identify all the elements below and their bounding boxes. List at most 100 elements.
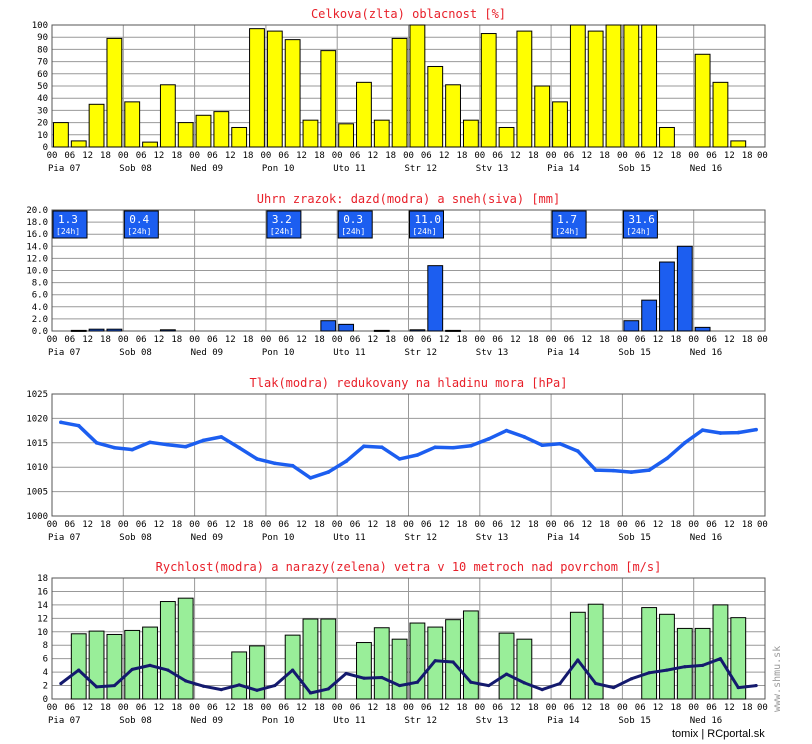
clouds-hour-label: 06 xyxy=(64,151,75,161)
wind-day-label: Sob 08 xyxy=(119,716,152,726)
pressure-day-label: Str 12 xyxy=(405,533,438,543)
pressure-point xyxy=(718,431,723,435)
clouds-day-label: Pon 10 xyxy=(262,164,295,174)
wind-hour-label: 06 xyxy=(564,703,575,713)
pressure-hour-label: 18 xyxy=(742,520,753,530)
pressure-point xyxy=(326,470,331,474)
precip-bar xyxy=(659,261,675,332)
precip-bar xyxy=(106,328,123,332)
pressure-hour-label: 00 xyxy=(403,520,414,530)
pressure-point xyxy=(237,445,241,450)
gust-bar xyxy=(445,619,461,700)
wind-hour-label: 12 xyxy=(724,703,735,713)
wind-speed-point xyxy=(397,683,402,688)
wind-hour-label: 00 xyxy=(260,703,271,713)
precip-bar xyxy=(88,328,105,332)
wind-hour-label: 18 xyxy=(670,703,681,713)
precip-hour-label: 06 xyxy=(564,335,575,345)
daily-total-value: 3.2 xyxy=(272,213,292,226)
wind-speed-point xyxy=(344,671,348,676)
pressure-point xyxy=(166,442,170,447)
wind-speed-point xyxy=(487,683,491,688)
wind-speed-point xyxy=(273,683,277,688)
clouds-y-tick: 10 xyxy=(37,131,48,141)
daily-total-value: 0.3 xyxy=(343,213,363,226)
cloud-bar xyxy=(142,141,158,148)
wind-hour-label: 00 xyxy=(47,703,58,713)
pressure-point xyxy=(665,456,669,461)
wind-speed-point xyxy=(433,659,437,663)
precip-hour-label: 12 xyxy=(367,335,378,345)
wind-speed-point xyxy=(451,660,455,664)
clouds-y-tick: 0 xyxy=(43,143,48,153)
cloud-bar xyxy=(730,140,747,148)
clouds-hour-label: 18 xyxy=(171,151,182,161)
pressure-hour-label: 18 xyxy=(599,520,610,530)
wind-speed-point xyxy=(611,685,616,690)
precip-hour-label: 06 xyxy=(492,335,503,345)
gust-bar xyxy=(391,638,408,700)
pressure-point xyxy=(700,428,705,432)
pressure-hour-label: 18 xyxy=(100,520,111,530)
precip-bar xyxy=(70,329,87,332)
cloud-bar xyxy=(409,24,426,148)
wind-speed-point xyxy=(326,687,330,691)
pressure-hour-label: 18 xyxy=(171,520,182,530)
daily-total-unit: [24h] xyxy=(626,227,650,236)
wind-hour-label: 06 xyxy=(136,703,147,713)
pressure-line xyxy=(59,420,758,480)
pressure-point xyxy=(148,440,152,445)
clouds-day-label: Ned 09 xyxy=(191,164,224,174)
precip-y-tick: 12.0 xyxy=(26,254,48,264)
precip-bar xyxy=(159,329,176,332)
pressure-point xyxy=(273,461,277,466)
daily-total-badge: 3.2[24h] xyxy=(266,210,302,239)
clouds-hour-label: 12 xyxy=(154,151,165,161)
wind-y-tick: 16 xyxy=(37,587,48,597)
pressure-hour-label: 06 xyxy=(564,520,575,530)
precip-y-tick: 0.0 xyxy=(32,327,48,337)
pressure-hour-label: 12 xyxy=(653,520,664,530)
pressure-hour-label: 06 xyxy=(136,520,147,530)
precip-hour-label: 18 xyxy=(314,335,325,345)
wind-day-label: Pia 07 xyxy=(48,716,81,726)
clouds-hour-label: 00 xyxy=(189,151,200,161)
pressure-hour-label: 12 xyxy=(82,520,93,530)
gust-bar xyxy=(231,651,248,700)
clouds-hour-label: 06 xyxy=(635,151,646,161)
cloud-bar xyxy=(712,81,729,148)
pressure-hour-label: 12 xyxy=(154,520,165,530)
clouds-hour-label: 12 xyxy=(367,151,378,161)
precip-hour-label: 00 xyxy=(47,335,58,345)
wind-hour-label: 18 xyxy=(385,703,396,713)
pressure-hour-label: 06 xyxy=(350,520,361,530)
pressure-y-tick: 1000 xyxy=(26,512,48,522)
clouds-hour-label: 00 xyxy=(332,151,343,161)
precip-day-label: Pia 14 xyxy=(547,348,580,358)
cloud-bar xyxy=(124,101,141,148)
wind-speed-point xyxy=(415,680,420,684)
wind-speed-point xyxy=(308,691,313,695)
gust-bar xyxy=(356,642,372,700)
wind-hour-label: 12 xyxy=(296,703,307,713)
pressure-hour-label: 06 xyxy=(635,520,646,530)
precip-hour-label: 18 xyxy=(528,335,539,345)
precip-day-label: Ned 16 xyxy=(690,348,723,358)
wind-hour-label: 18 xyxy=(314,703,325,713)
pressure-point xyxy=(308,476,313,480)
pressure-hour-label: 00 xyxy=(474,520,485,530)
cloud-bar xyxy=(249,28,265,148)
clouds-hour-label: 06 xyxy=(421,151,432,161)
clouds-day-label: Ned 16 xyxy=(690,164,723,174)
pressure-hour-label: 00 xyxy=(47,520,58,530)
gust-bar xyxy=(320,618,337,700)
daily-total-badge: 0.4[24h] xyxy=(123,210,159,239)
wind-y-tick: 8 xyxy=(43,641,48,651)
clouds-hour-label: 12 xyxy=(724,151,735,161)
precip-hour-label: 00 xyxy=(617,335,628,345)
wind-y-tick: 2 xyxy=(43,682,48,692)
precip-hour-label: 12 xyxy=(439,335,450,345)
wind-speed-point xyxy=(469,680,473,684)
pressure-point xyxy=(593,468,598,472)
precip-hour-label: 06 xyxy=(421,335,432,345)
